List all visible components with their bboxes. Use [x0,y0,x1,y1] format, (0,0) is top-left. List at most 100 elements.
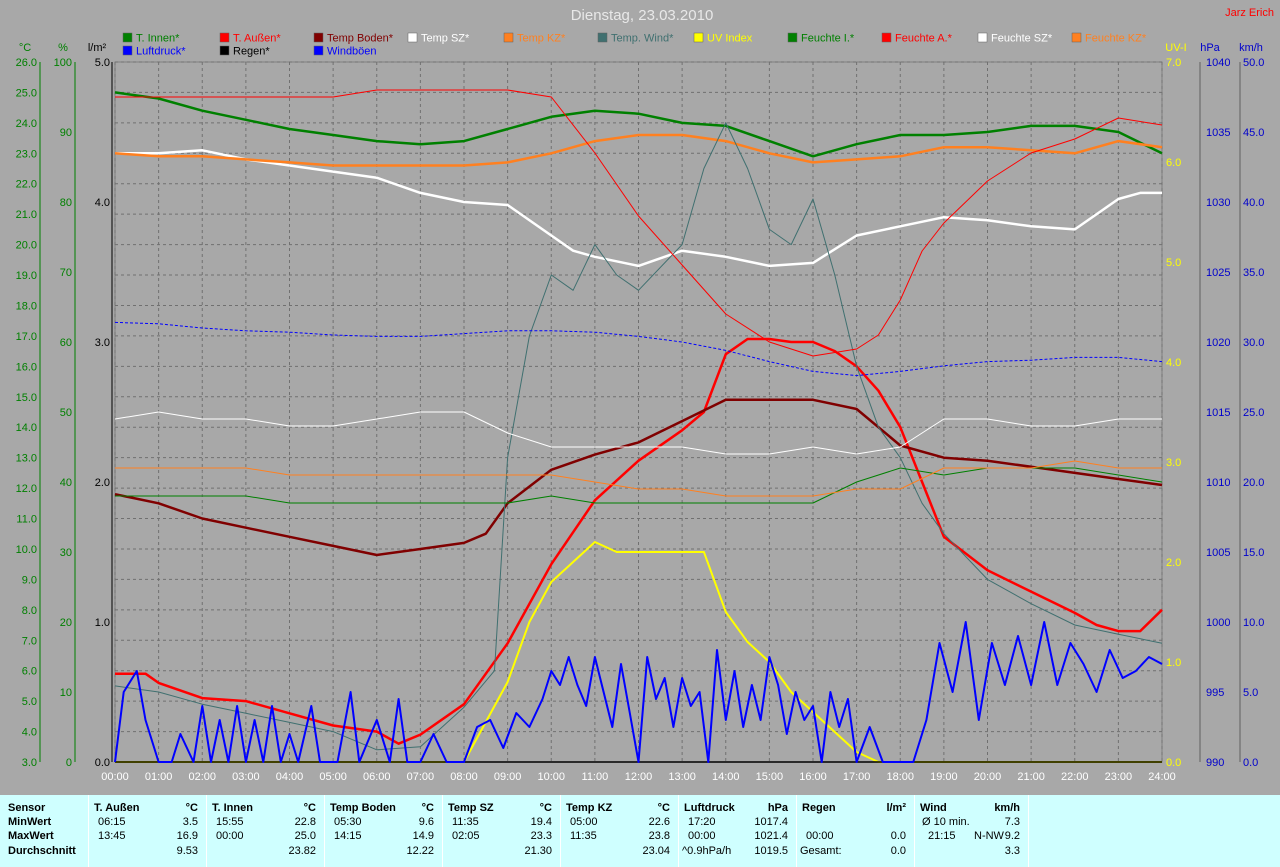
max-value: 16.9 [176,830,198,842]
legend-swatch [1071,32,1082,43]
min-time: 05:00 [570,816,598,828]
max-value: 25.0 [294,830,316,842]
tick-label-temp: 7.0 [22,635,37,647]
min-value: 22.6 [648,816,670,828]
tick-label-wind: 35.0 [1243,267,1264,279]
wind-max-value: 9.2 [1004,830,1020,842]
column-unit: °C [657,802,670,814]
legend-swatch [787,32,798,43]
legend-label: Feuchte KZ* [1085,33,1147,45]
min-time: 05:30 [334,816,362,828]
tick-label-rain: 3.0 [95,337,110,349]
max-time: 00:00 [806,830,834,842]
tick-label-time: 03:00 [232,771,260,783]
tick-label-time: 00:00 [101,771,129,783]
legend-swatch [881,32,892,43]
max-time: 02:05 [452,830,480,842]
min-value: 3.5 [182,816,198,828]
tick-label-time: 10:00 [537,771,565,783]
tick-label-time: 20:00 [974,771,1002,783]
tick-label-time: 02:00 [188,771,216,783]
max-value: 14.9 [412,830,434,842]
column-header: Luftdruck [684,802,735,814]
legend-swatch [219,45,230,56]
tick-label-wind: 45.0 [1243,127,1264,139]
tick-label-temp: 21.0 [16,209,37,221]
tick-label-time: 11:00 [582,771,609,783]
tick-label-time: 18:00 [886,771,914,783]
series-line-windböen [114,621,1163,763]
tick-label-uv: 0.0 [1166,757,1181,769]
tick-label-rain: 0.0 [95,757,110,769]
legend-swatch [313,45,324,56]
tick-label-pressure: 1005 [1206,547,1230,559]
tick-label-uv: 6.0 [1166,157,1181,169]
legend-swatch [693,32,704,43]
summary-column: Luftdruck hPa 17:20 1017.4 00:00 1021.4 ^0.9hP… [678,795,797,867]
tick-label-time: 15:00 [756,771,784,783]
column-unit: °C [539,802,552,814]
max-value: 0.0 [890,830,906,842]
tick-label-uv: 2.0 [1166,557,1181,569]
summary-column: Temp Boden °C 05:30 9.6 14:15 14.9 12.22 [324,795,443,867]
chart-background [0,0,1280,795]
avg-value: 0.0 [890,845,906,857]
tick-label-rain: 1.0 [95,617,110,629]
tick-label-wind: 20.0 [1243,477,1264,489]
tick-label-humidity: 100 [54,57,72,69]
column-header: Temp Boden [330,802,396,814]
avg-value: 21.30 [524,845,552,857]
column-header: Regen [802,802,836,814]
tick-label-temp: 8.0 [22,605,37,617]
axis-unit-rain: l/m² [88,42,107,54]
tick-label-wind: 10.0 [1243,617,1264,629]
summary-column: T. Außen °C 06:15 3.5 13:45 16.9 9.53 [88,795,207,867]
axes: °C% l/m² UV-I hPa km/h 3.0 4.0 5.0 6.0 7.0 8.0 9.0 1… [16,42,1265,783]
column-unit: °C [303,802,316,814]
tick-label-humidity: 50 [60,407,72,419]
column-header: T. Außen [94,802,140,814]
tick-label-time: 04:00 [276,771,304,783]
avg-value: 23.04 [642,845,670,857]
tick-label-rain: 2.0 [95,477,110,489]
tick-label-temp: 13.0 [16,453,37,465]
legend-label: Temp. Wind* [611,33,674,45]
legend-label: Temp KZ* [517,33,566,45]
series-line-temp-wind [114,122,1163,751]
tick-label-time: 09:00 [494,771,522,783]
max-value: 23.8 [648,830,670,842]
legend-label: T. Außen* [233,33,281,45]
legend-swatch [977,32,988,43]
author-label: Jarz Erich [1225,7,1274,19]
tick-label-humidity: 20 [60,617,72,629]
legend-swatch [407,32,418,43]
tick-label-uv: 7.0 [1166,57,1181,69]
min-value: 19.4 [530,816,552,828]
summary-column: Temp KZ °C 05:00 22.6 11:35 23.8 23.04 [560,795,679,867]
avg-value: 23.82 [288,845,316,857]
min-time: 06:15 [98,816,126,828]
tick-label-pressure: 1040 [1206,57,1230,69]
tick-label-time: 08:00 [450,771,478,783]
tick-label-temp: 9.0 [22,574,37,586]
tick-label-temp: 10.0 [16,544,37,556]
min-value: 1017.4 [754,816,788,828]
avg-value: 12.22 [406,845,434,857]
legend: T. Innen* T. Außen* Temp Boden* Temp SZ* Tem… [122,32,1147,58]
chart-title: Dienstag, 23.03.2010 [571,7,714,24]
wind-avg-value: 7.3 [1004,816,1020,828]
tick-label-temp: 18.0 [16,300,37,312]
legend-label: Luftdruck* [136,46,186,58]
min-time: 11:35 [452,816,479,828]
axis-unit-humidity: % [58,42,68,54]
tick-label-wind: 5.0 [1243,687,1258,699]
legend-label: T. Innen* [136,33,180,45]
legend-swatch [122,32,133,43]
series-line-temp-kz [114,133,1163,167]
wind-unit: km/h [994,802,1020,814]
series-line-feuchte-sz [114,411,1162,455]
tick-label-uv: 4.0 [1166,357,1181,369]
tick-label-pressure: 1025 [1206,267,1230,279]
tick-label-time: 12:00 [625,771,653,783]
tick-label-uv: 5.0 [1166,257,1181,269]
